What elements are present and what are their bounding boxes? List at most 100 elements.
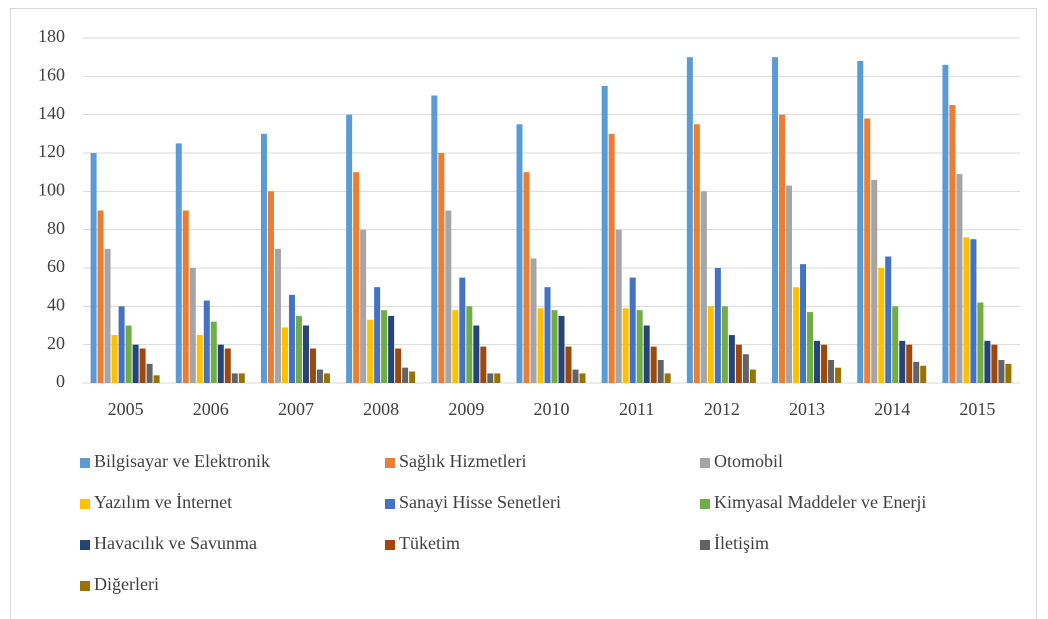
bar [260,133,267,383]
bar [487,373,494,383]
bar [323,373,330,383]
legend-swatch [80,458,90,468]
bar [267,191,274,383]
legend-label: Kimyasal Maddeler ve Enerji [714,492,926,512]
bar [480,346,487,383]
x-tick-label: 2013 [789,399,825,419]
bar [878,268,885,383]
bar [814,340,821,383]
bar [742,354,749,383]
legend-label: Diğerleri [94,574,159,594]
bar [175,143,182,383]
legend-swatch [80,581,90,591]
bar [779,114,786,384]
bar [104,248,111,383]
y-tick-label: 100 [38,179,65,199]
bar [579,373,586,383]
bar [615,229,622,383]
y-tick-label: 80 [47,218,65,238]
y-tick-label: 160 [38,64,65,84]
bar [693,124,700,383]
bar [516,124,523,383]
y-tick-label: 120 [38,141,65,161]
y-tick-label: 60 [47,256,65,276]
bar [643,325,650,383]
bar [956,174,963,383]
bar [728,335,735,383]
bar [786,185,793,383]
bar [864,118,871,383]
bar [913,361,920,383]
bar [828,360,835,383]
bar [892,306,899,383]
bar [90,153,97,383]
legend-swatch [385,458,395,468]
bar [807,312,814,383]
legend-swatch [700,499,710,509]
legend-swatch [385,540,395,550]
bar [395,348,402,383]
bar [707,306,714,383]
bar [231,373,238,383]
legend-label: Sağlık Hizmetleri [399,451,526,471]
bar [309,348,316,383]
chart-frame [10,8,1037,619]
x-tick-label: 2012 [704,399,740,419]
bar [885,256,892,383]
legend-label: Havacılık ve Savunma [94,533,257,553]
bar [949,105,956,383]
bar [572,369,579,383]
bar [203,300,210,383]
bar [409,371,416,383]
bar [1005,363,1012,383]
bar [835,367,842,383]
bar [125,325,132,383]
x-tick-label: 2010 [534,399,570,419]
bar [374,287,381,383]
x-tick-label: 2011 [619,399,654,419]
bar [288,294,295,383]
bar [899,340,906,383]
bar [431,95,438,383]
bar [210,321,217,383]
bar [146,363,153,383]
bar [388,315,395,383]
x-tick-label: 2007 [278,399,314,419]
bar [565,346,572,383]
bar [714,268,721,383]
bar [445,210,452,383]
x-tick-label: 2008 [363,399,399,419]
bar [316,369,323,383]
bar [353,172,360,383]
bar [139,348,146,383]
bar [636,310,643,383]
bar [664,373,671,383]
bar [360,229,367,383]
bar [970,239,977,383]
bar [608,133,615,383]
bar [381,310,388,383]
legend-label: Otomobil [714,451,783,471]
bar [438,153,445,383]
bar [686,57,693,384]
y-tick-label: 140 [38,103,65,123]
legend-label: Bilgisayar ve Elektronik [94,451,270,471]
bar [622,308,629,383]
bar [189,268,196,383]
legend-label: Tüketim [399,533,460,553]
bar [857,61,864,383]
legend-swatch [80,499,90,509]
bar [452,310,459,383]
bar [402,367,409,383]
bar [749,369,756,383]
legend-label: Sanayi Hisse Senetleri [399,492,561,512]
bar [153,375,160,383]
y-tick-label: 40 [47,294,65,314]
bar [132,344,139,383]
bar [537,308,544,383]
bar [821,344,828,383]
bar [544,287,551,383]
bar [494,373,501,383]
bar [558,315,565,383]
